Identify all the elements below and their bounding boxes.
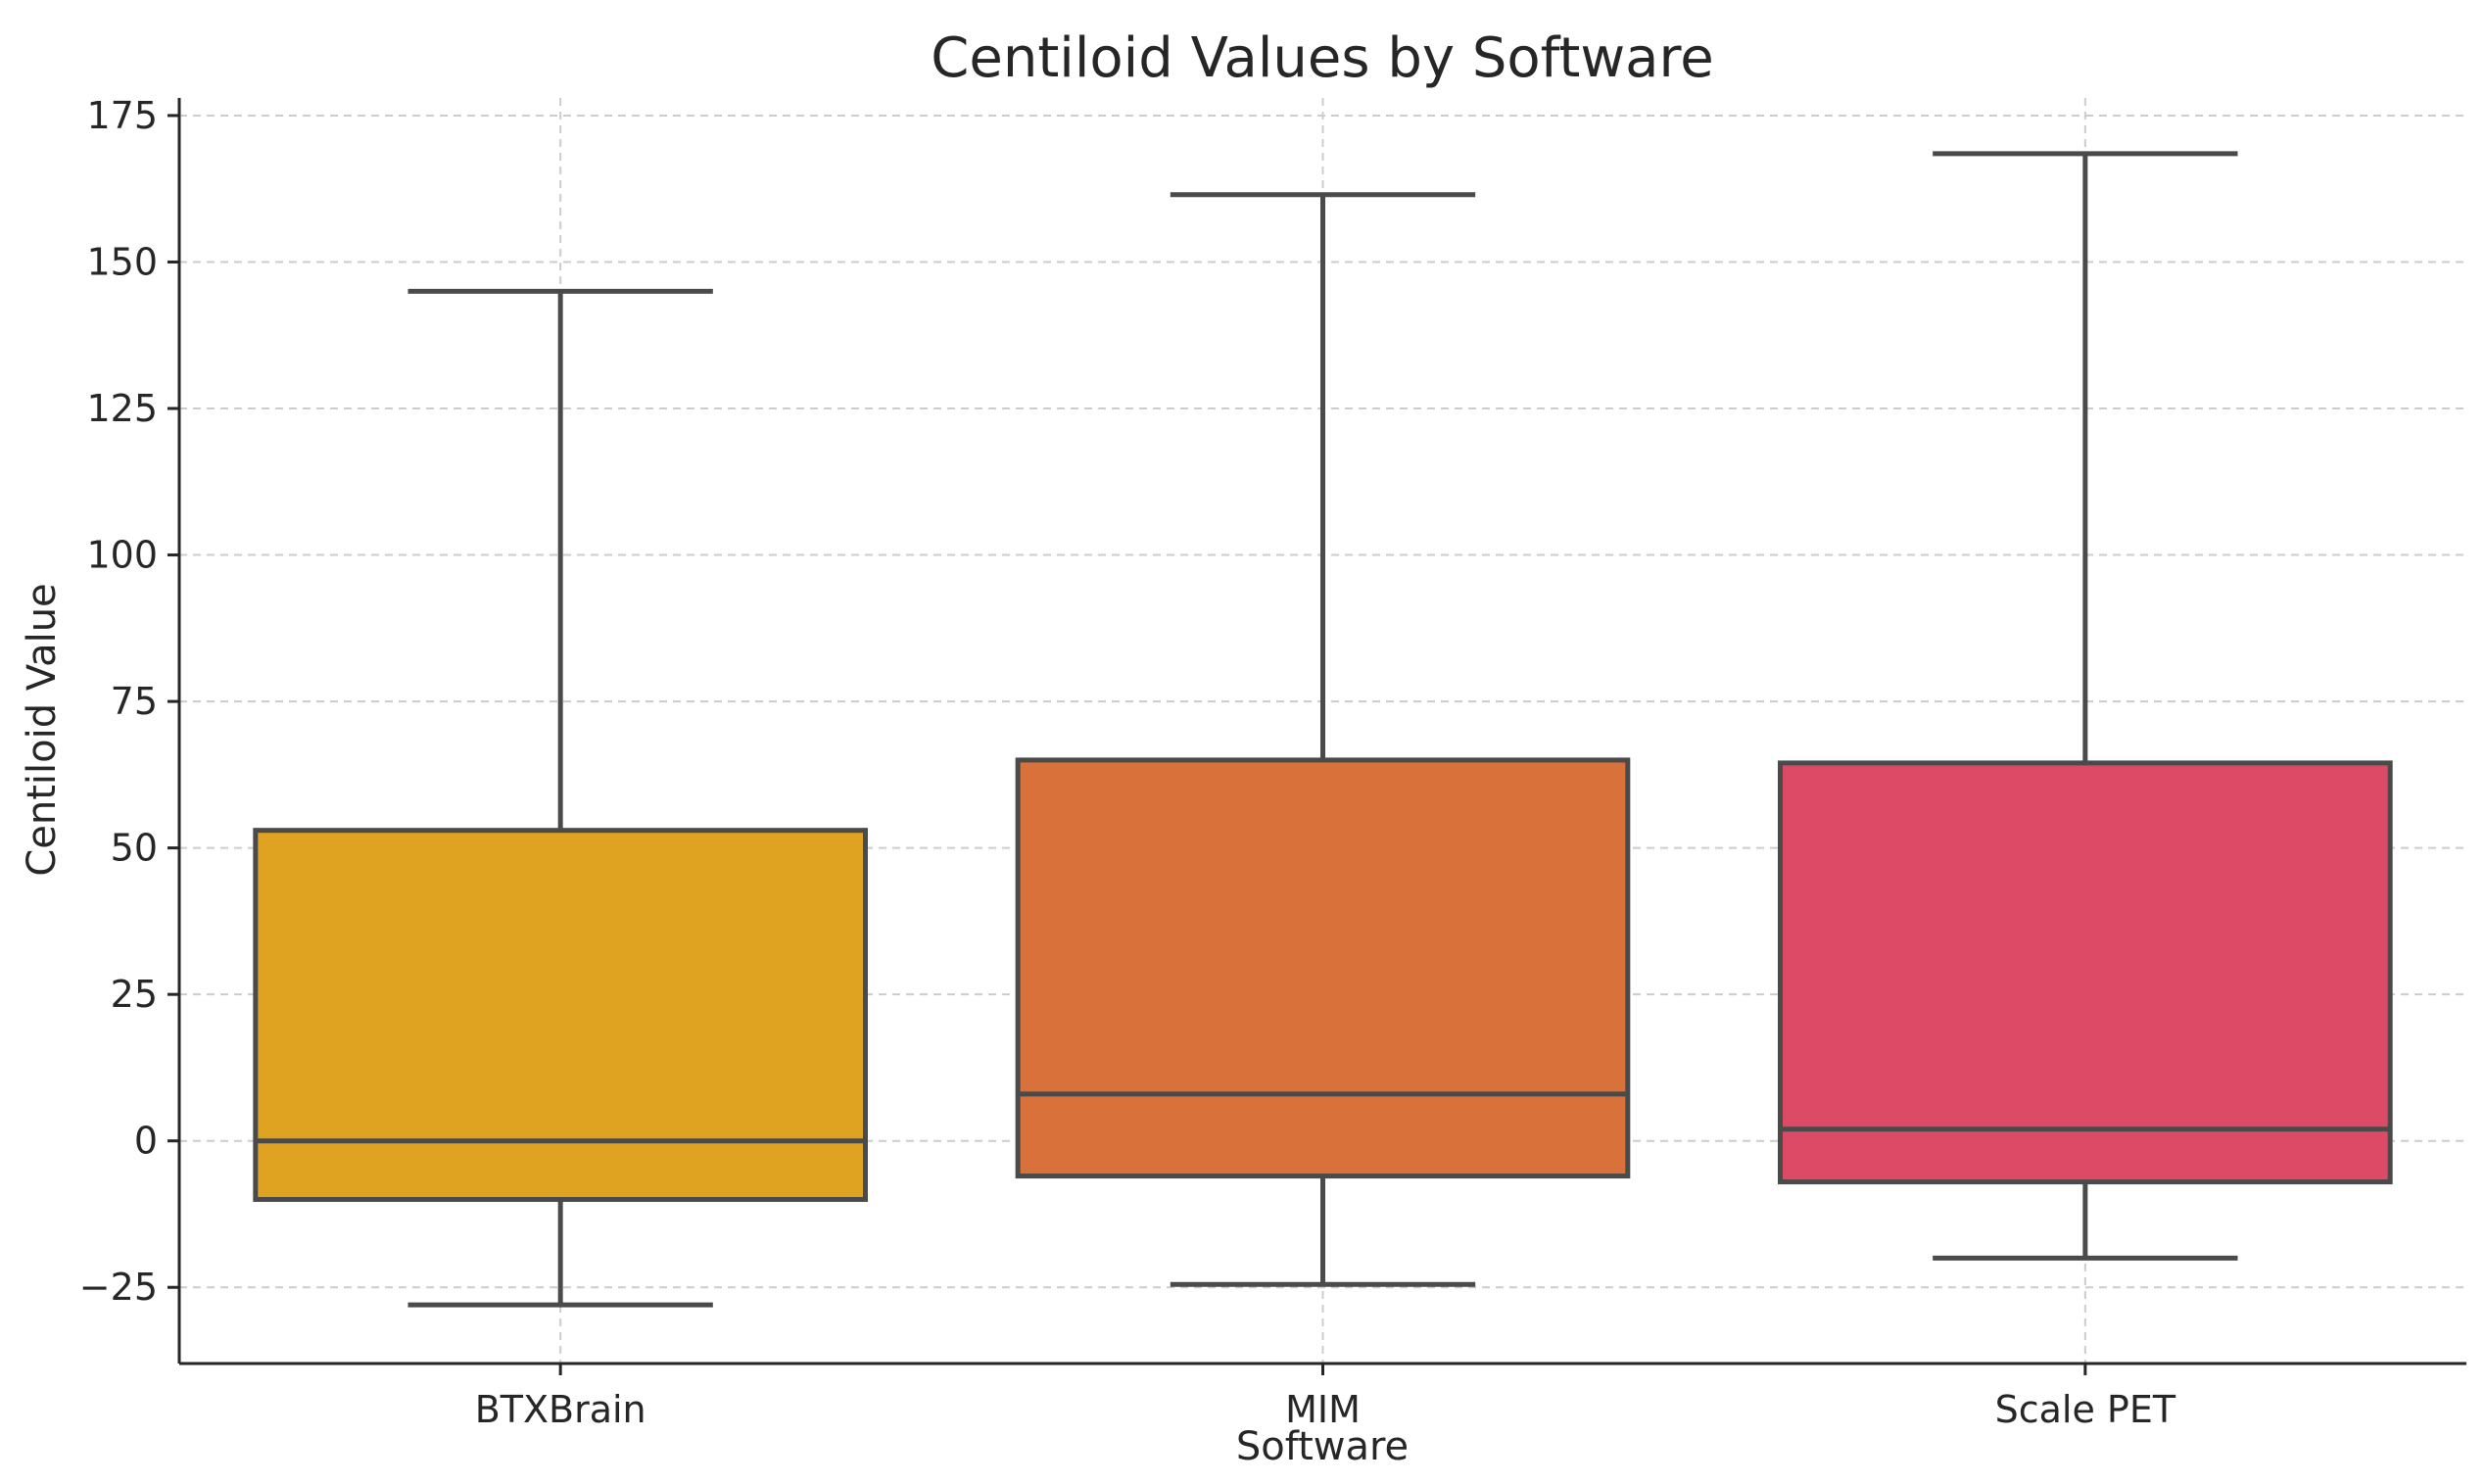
- y-tick-label: 50: [111, 827, 158, 870]
- box-btxbrain: [253, 288, 869, 1308]
- x-tick-label: MIM: [1285, 1388, 1361, 1431]
- iqr-box: [253, 828, 869, 1203]
- box-layer: [253, 151, 2393, 1308]
- box-mim: [1015, 192, 1631, 1287]
- y-tick-label: 100: [86, 534, 158, 577]
- y-tick-label: 75: [111, 680, 158, 723]
- tick-layer: −25 0 25 50 75 100 125 150 175 BTXBrain MIM Scale P…: [79, 94, 2176, 1431]
- y-tick-label: 25: [111, 973, 158, 1016]
- iqr-box: [1015, 757, 1631, 1179]
- x-tick-label: BTXBrain: [475, 1388, 646, 1431]
- x-axis-title: Software: [1236, 1424, 1409, 1469]
- y-tick-label: 150: [86, 240, 158, 283]
- y-tick-label: 125: [86, 387, 158, 430]
- y-tick-label: 0: [134, 1120, 158, 1163]
- y-tick-label: −25: [79, 1266, 158, 1309]
- y-axis-title: Centiloid Value: [20, 583, 65, 876]
- x-tick-label: Scale PET: [1995, 1388, 2176, 1431]
- y-tick-label: 175: [86, 94, 158, 137]
- box-scale-pet: [1778, 151, 2393, 1261]
- chart-title: Centiloid Values by Software: [931, 26, 1713, 90]
- iqr-box: [1778, 760, 2393, 1185]
